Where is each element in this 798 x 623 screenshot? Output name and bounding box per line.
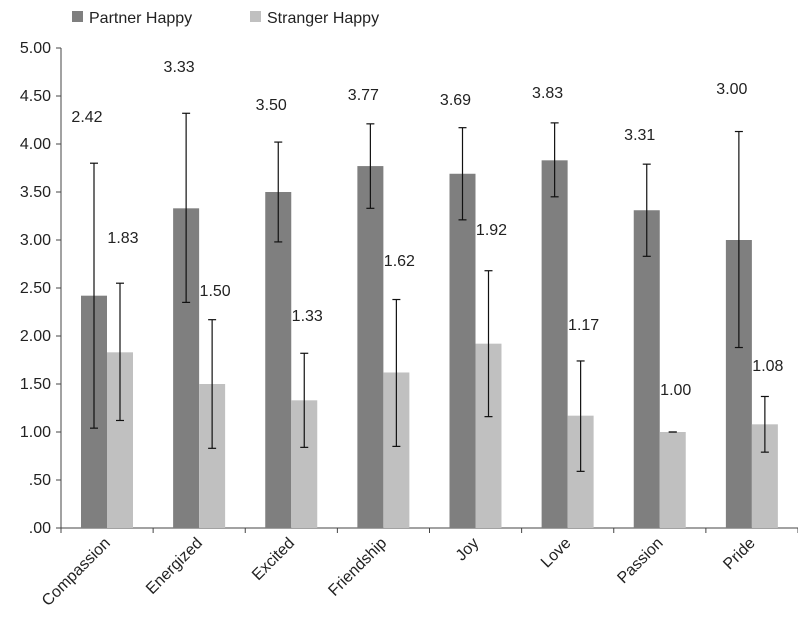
y-tick-label: 4.00 — [20, 136, 51, 153]
error-bars — [90, 112, 769, 472]
data-label-partner-happy: 3.69 — [440, 92, 471, 109]
x-category-label: Friendship — [325, 535, 390, 600]
y-tick-label: 1.00 — [20, 424, 51, 441]
y-tick-label: 2.00 — [20, 328, 51, 345]
data-label-stranger-happy: 1.92 — [476, 222, 507, 239]
data-label-partner-happy: 3.00 — [716, 81, 747, 98]
legend: Partner Happy Stranger Happy — [72, 10, 379, 27]
x-category-label: Passion — [614, 535, 666, 587]
x-category-label: Excited — [249, 535, 298, 584]
y-tick-label: 3.00 — [20, 232, 51, 249]
legend-label-partner-happy: Partner Happy — [89, 10, 192, 27]
data-label-partner-happy: 2.42 — [71, 109, 102, 126]
data-label-stranger-happy: 1.17 — [568, 317, 599, 334]
y-tick-label: .00 — [29, 520, 51, 537]
y-tick-label: 4.50 — [20, 88, 51, 105]
y-tick-label: 1.50 — [20, 376, 51, 393]
x-category-label: Energized — [143, 535, 206, 598]
legend-label-stranger-happy: Stranger Happy — [267, 10, 379, 27]
data-labels: 2.42 1.83 3.33 1.50 3.50 1.33 3.77 1.62 3.69 1.92… — [71, 59, 783, 399]
data-label-partner-happy: 3.31 — [624, 127, 655, 144]
y-tick-label: 5.00 — [20, 40, 51, 57]
y-tick-label: 3.50 — [20, 184, 51, 201]
bar-stranger-happy — [659, 432, 686, 528]
data-label-partner-happy: 3.50 — [256, 97, 287, 114]
data-label-stranger-happy: 1.00 — [660, 382, 691, 399]
x-category-label: Compassion — [39, 535, 114, 610]
bar-partner-happy — [633, 210, 660, 529]
y-tick-label: .50 — [29, 472, 51, 489]
bar-partner-happy — [265, 192, 292, 528]
legend-swatch-partner-happy — [72, 11, 83, 22]
x-category-label: Joy — [453, 535, 483, 565]
data-label-partner-happy: 3.33 — [164, 59, 195, 76]
bar-partner-happy — [541, 160, 568, 528]
bars — [81, 160, 778, 529]
data-label-stranger-happy: 1.33 — [292, 308, 323, 325]
y-tick-label: 2.50 — [20, 280, 51, 297]
x-category-label: Love — [538, 535, 575, 572]
data-label-partner-happy: 3.77 — [348, 87, 379, 104]
x-category-label: Pride — [720, 535, 759, 574]
data-label-stranger-happy: 1.62 — [384, 253, 415, 270]
data-label-partner-happy: 3.83 — [532, 85, 563, 102]
legend-swatch-stranger-happy — [250, 11, 261, 22]
data-label-stranger-happy: 1.08 — [752, 358, 783, 375]
bar-partner-happy — [449, 173, 476, 528]
data-label-stranger-happy: 1.50 — [200, 283, 231, 300]
bar-partner-happy — [357, 166, 384, 528]
data-label-stranger-happy: 1.83 — [107, 230, 138, 247]
